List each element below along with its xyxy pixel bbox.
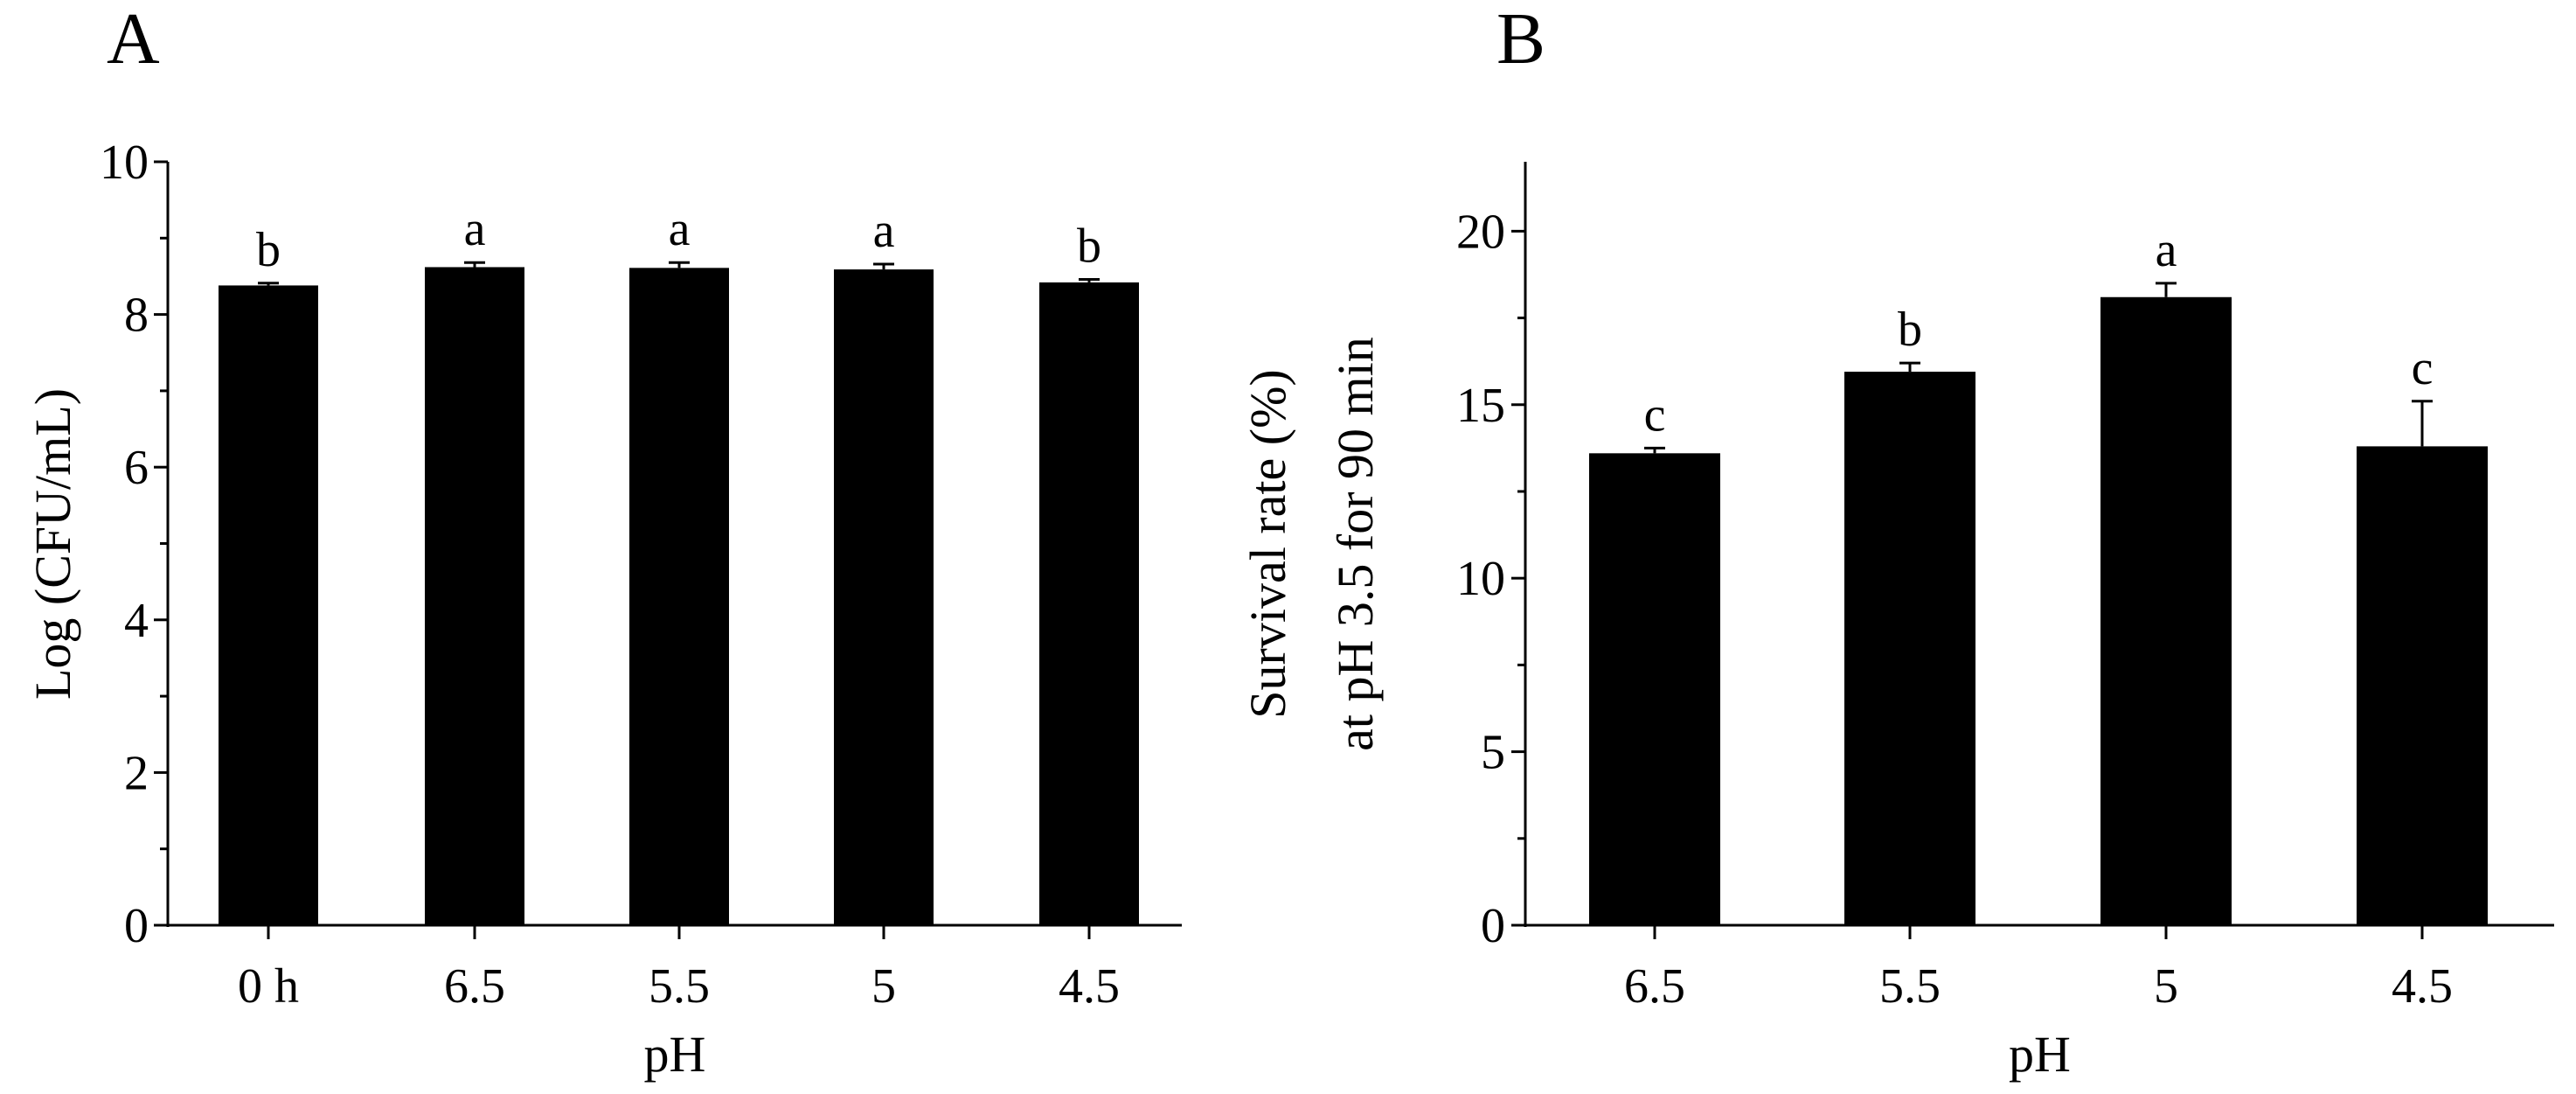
panel-a-bar: [629, 268, 729, 925]
panel-a-bar: [219, 285, 318, 925]
panel-b-letter: B: [1496, 0, 1545, 80]
panel-b-y-axis-title: Survival rate (%): [1239, 369, 1296, 718]
panel-b-y-axis-title: at pH 3.5 for 90 min: [1327, 337, 1384, 751]
panel-a-x-tick-label: 5.5: [649, 959, 710, 1014]
panel-b-bar: [2357, 446, 2488, 926]
panel-a-y-tick-label: 2: [124, 746, 149, 800]
panel-b-bar: [1589, 453, 1720, 925]
panel-a-significance-label: a: [873, 204, 895, 258]
panel-b-significance-label: b: [1898, 303, 1922, 357]
panel-a-bar: [834, 269, 934, 925]
panel-a-significance-label: a: [669, 202, 691, 256]
panel-a-x-tick-label: 4.5: [1059, 959, 1120, 1014]
panel-a-significance-label: a: [464, 202, 486, 256]
panel-a-y-tick-label: 8: [124, 289, 149, 343]
panel-a-y-tick-label: 10: [100, 136, 149, 190]
panel-b-y-tick-label: 0: [1481, 899, 1505, 953]
panel-b-x-tick-label: 4.5: [2392, 959, 2453, 1014]
panel-a-significance-label: b: [1077, 219, 1101, 273]
panel-b-x-axis-title: pH: [2009, 1026, 2071, 1083]
chart-panel-a: A 0 2 4 6 8 10 b 0 h a 6.5 a 5.5 a 5 b 4.5 pH Log (CFU/mL): [24, 0, 1182, 1083]
panel-a-y-tick-label: 4: [124, 594, 149, 648]
panel-b-y-tick-label: 10: [1456, 552, 1505, 606]
panel-a-x-tick-label: 0 h: [238, 959, 299, 1014]
panel-a-y-tick-label: 0: [124, 899, 149, 953]
panel-b-bar: [2100, 296, 2232, 925]
panel-a-x-tick-label: 5: [871, 959, 896, 1014]
panel-b-y-tick-label: 5: [1481, 726, 1505, 780]
panel-b-y-tick-label: 15: [1456, 379, 1505, 433]
panel-b-significance-label: a: [2156, 223, 2177, 277]
chart-panel-b: B 0 5 10 15 20 c 6.5 b 5.5 a 5 c 4.5 pH Survival rate (…: [1239, 0, 2554, 1083]
panel-a-bar: [1039, 282, 1139, 926]
panel-b-significance-label: c: [2412, 341, 2434, 395]
panel-b-significance-label: c: [1644, 387, 1666, 442]
panel-a-y-tick-label: 6: [124, 441, 149, 495]
panel-a-bar: [425, 267, 524, 925]
panel-a-significance-label: b: [256, 223, 281, 277]
panel-b-bar: [1844, 372, 1975, 925]
panel-a-x-tick-label: 6.5: [444, 959, 505, 1014]
panel-b-x-tick-label: 5.5: [1879, 959, 1941, 1014]
panel-b-x-tick-label: 6.5: [1624, 959, 1685, 1014]
panel-b-x-tick-label: 5: [2154, 959, 2178, 1014]
panel-b-y-tick-label: 20: [1456, 205, 1505, 259]
panel-a-y-axis-title: Log (CFU/mL): [24, 388, 81, 700]
panel-a-x-axis-title: pH: [644, 1026, 706, 1083]
panel-a-letter: A: [107, 0, 160, 80]
